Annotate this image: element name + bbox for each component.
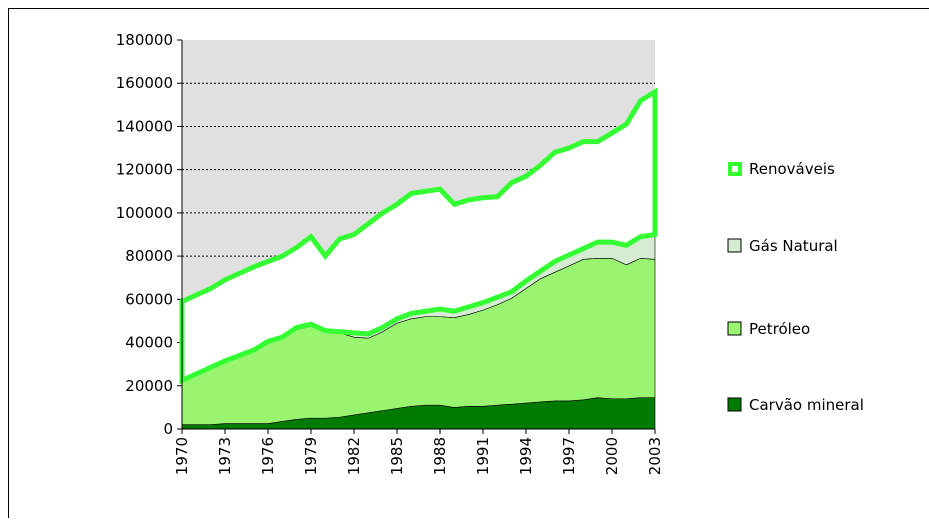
y-tick-label: 40000	[125, 334, 173, 352]
x-tick-label: 2000	[603, 437, 621, 475]
legend-label: Carvão mineral	[749, 396, 864, 414]
y-tick-label: 100000	[116, 204, 173, 222]
y-tick-label: 140000	[116, 117, 173, 135]
y-tick-label: 80000	[125, 247, 173, 265]
y-tick-label: 20000	[125, 377, 173, 395]
x-tick-label: 1970	[173, 437, 191, 475]
y-tick-label: 120000	[116, 161, 173, 179]
y-tick-label: 160000	[116, 74, 173, 92]
y-tick-label: 180000	[116, 31, 173, 49]
legend-swatch	[728, 398, 741, 411]
legend-swatch	[730, 164, 740, 174]
x-tick-label: 1973	[216, 437, 234, 475]
x-tick-label: 1988	[431, 437, 449, 475]
legend-swatch	[728, 239, 741, 252]
x-tick-label: 1976	[259, 437, 277, 475]
legend-label: Renováveis	[749, 160, 835, 178]
x-tick-label: 2003	[646, 437, 664, 475]
x-tick-label: 1997	[560, 437, 578, 475]
legend-label: Gás Natural	[749, 237, 838, 255]
y-tick-label: 0	[163, 420, 173, 438]
legend-swatch	[728, 322, 741, 335]
x-tick-label: 1979	[302, 437, 320, 475]
x-tick-label: 1994	[517, 437, 535, 475]
x-tick-label: 1991	[474, 437, 492, 475]
x-tick-label: 1985	[388, 437, 406, 475]
legend-label: Petróleo	[749, 320, 810, 338]
x-tick-label: 1982	[345, 437, 363, 475]
y-tick-label: 60000	[125, 290, 173, 308]
